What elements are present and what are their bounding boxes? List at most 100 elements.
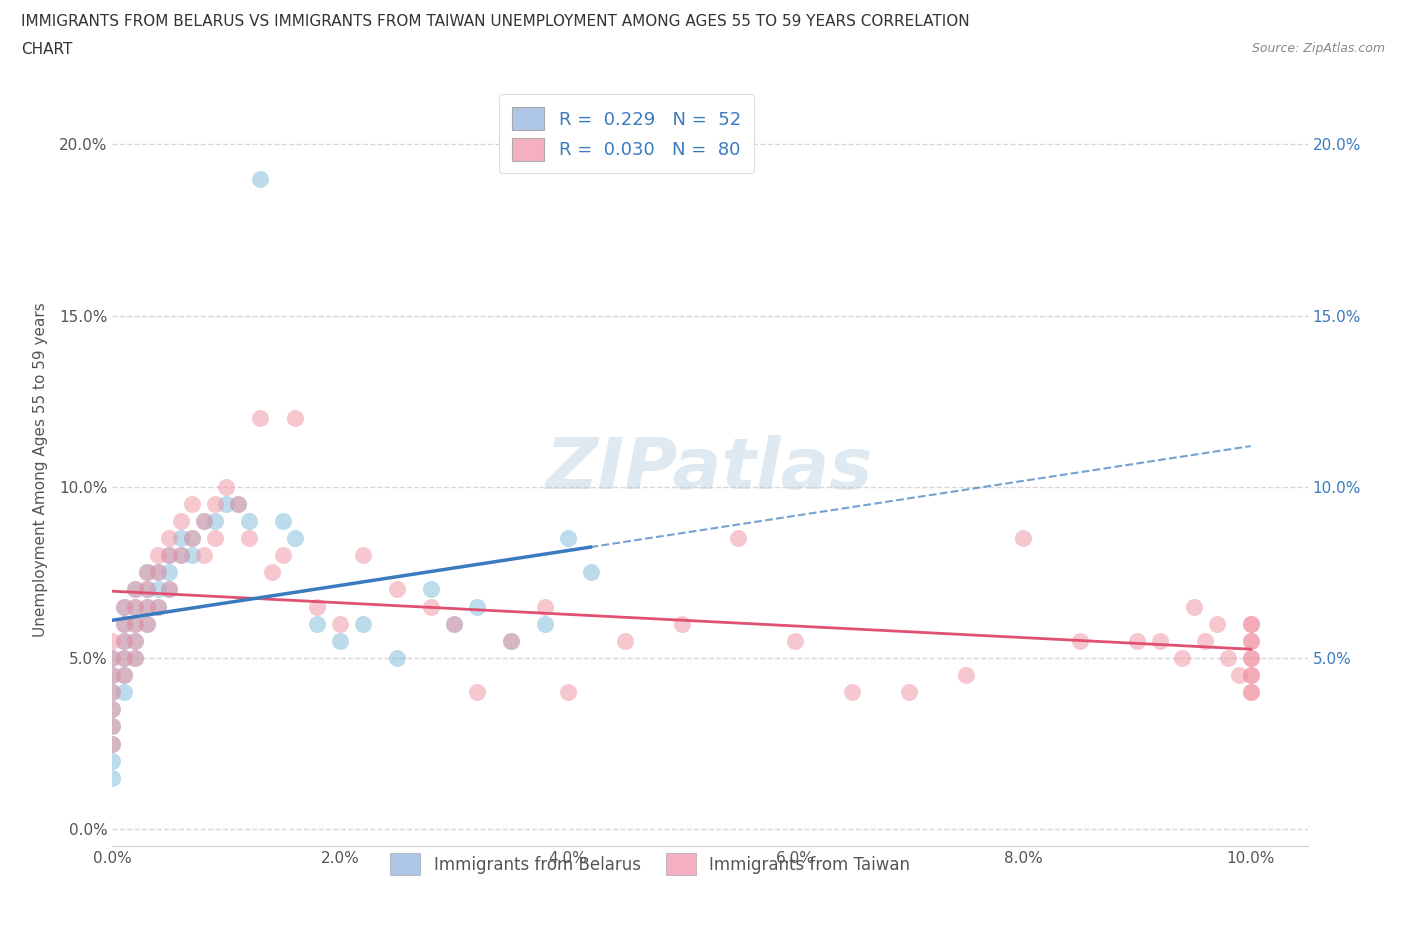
Point [329, 633, 352, 648]
Legend: Immigrants from Belarus, Immigrants from Taiwan: Immigrants from Belarus, Immigrants from… [382, 845, 918, 883]
Point [385, 582, 408, 597]
Point [101, 668, 124, 683]
Point [124, 617, 146, 631]
Point [1240, 684, 1263, 699]
Point [112, 599, 135, 614]
Point [329, 617, 352, 631]
Point [1240, 651, 1263, 666]
Point [1194, 633, 1216, 648]
Point [1216, 651, 1239, 666]
Point [1227, 668, 1250, 683]
Point [1182, 599, 1205, 614]
Point [671, 617, 693, 631]
Point [157, 548, 180, 563]
Point [124, 617, 146, 631]
Point [785, 633, 807, 648]
Text: IMMIGRANTS FROM BELARUS VS IMMIGRANTS FROM TAIWAN UNEMPLOYMENT AMONG AGES 55 TO : IMMIGRANTS FROM BELARUS VS IMMIGRANTS FR… [21, 14, 970, 29]
Point [101, 737, 124, 751]
Point [534, 617, 557, 631]
Point [157, 582, 180, 597]
Point [1149, 633, 1171, 648]
Point [1240, 668, 1263, 683]
Point [112, 668, 135, 683]
Point [1126, 633, 1149, 648]
Point [193, 513, 215, 528]
Point [170, 548, 193, 563]
Point [193, 548, 215, 563]
Point [499, 633, 522, 648]
Point [1240, 617, 1263, 631]
Point [124, 633, 146, 648]
Point [181, 548, 204, 563]
Point [420, 582, 443, 597]
Point [112, 633, 135, 648]
Point [146, 565, 169, 579]
Point [101, 753, 124, 768]
Text: ZIPatlas: ZIPatlas [547, 435, 873, 504]
Point [284, 531, 307, 546]
Point [101, 737, 124, 751]
Point [499, 633, 522, 648]
Point [101, 719, 124, 734]
Point [170, 513, 193, 528]
Point [146, 582, 169, 597]
Point [124, 599, 146, 614]
Point [271, 513, 294, 528]
Point [204, 531, 226, 546]
Point [271, 548, 294, 563]
Point [157, 531, 180, 546]
Point [135, 617, 157, 631]
Point [112, 651, 135, 666]
Point [124, 582, 146, 597]
Point [135, 582, 157, 597]
Point [841, 684, 863, 699]
Point [238, 513, 260, 528]
Point [101, 702, 124, 717]
Point [1012, 531, 1035, 546]
Point [157, 548, 180, 563]
Point [157, 565, 180, 579]
Point [101, 719, 124, 734]
Point [1069, 633, 1091, 648]
Point [146, 565, 169, 579]
Point [579, 565, 602, 579]
Point [284, 411, 307, 426]
Point [465, 599, 488, 614]
Point [352, 617, 374, 631]
Point [249, 171, 271, 186]
Point [307, 617, 329, 631]
Point [112, 633, 135, 648]
Point [204, 497, 226, 512]
Point [135, 599, 157, 614]
Point [204, 513, 226, 528]
Point [124, 651, 146, 666]
Point [385, 651, 408, 666]
Point [146, 599, 169, 614]
Point [181, 531, 204, 546]
Point [226, 497, 249, 512]
Point [1240, 684, 1263, 699]
Point [1171, 651, 1194, 666]
Point [1205, 617, 1227, 631]
Point [1240, 617, 1263, 631]
Point [260, 565, 283, 579]
Point [146, 599, 169, 614]
Point [1240, 633, 1263, 648]
Point [112, 651, 135, 666]
Point [157, 582, 180, 597]
Text: CHART: CHART [21, 42, 73, 57]
Point [534, 599, 557, 614]
Point [124, 582, 146, 597]
Point [557, 531, 579, 546]
Point [1240, 651, 1263, 666]
Point [307, 599, 329, 614]
Point [420, 599, 443, 614]
Point [226, 497, 249, 512]
Point [101, 633, 124, 648]
Point [112, 668, 135, 683]
Point [215, 497, 238, 512]
Point [101, 684, 124, 699]
Point [238, 531, 260, 546]
Point [898, 684, 921, 699]
Point [193, 513, 215, 528]
